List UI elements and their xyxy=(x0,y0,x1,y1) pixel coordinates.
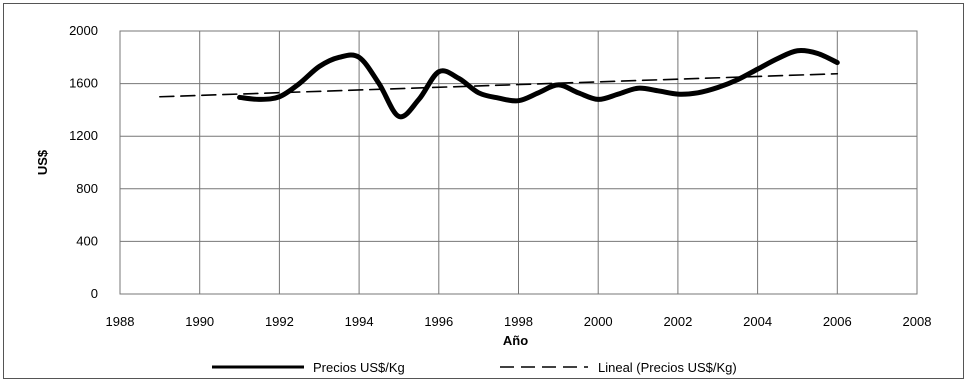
x-tick-label: 1990 xyxy=(185,314,214,329)
y-tick-label: 1600 xyxy=(69,76,98,91)
x-tick-label: 1992 xyxy=(265,314,294,329)
x-tick-label: 2006 xyxy=(823,314,852,329)
series-layer xyxy=(159,47,840,120)
y-tick-label: 0 xyxy=(91,286,98,301)
chart-frame: 0 400 800 1200 1600 2000 1988 1990 1992 1994 1996 1… xyxy=(3,3,964,379)
x-tick-label: 2004 xyxy=(743,314,772,329)
legend-label-lineal: Lineal (Precios US$/Kg) xyxy=(598,360,737,375)
x-axis-title: Año xyxy=(503,333,528,348)
y-tick-label: 2000 xyxy=(69,23,98,38)
x-tick-label: 2008 xyxy=(903,314,932,329)
y-tick-label: 1200 xyxy=(69,128,98,143)
x-tick-label: 2000 xyxy=(584,314,613,329)
y-tick-label: 800 xyxy=(76,181,98,196)
legend: Precios US$/Kg Lineal (Precios US$/Kg) xyxy=(212,360,737,375)
x-tick-label: 1998 xyxy=(504,314,533,329)
line-chart: 0 400 800 1200 1600 2000 1988 1990 1992 1994 1996 1… xyxy=(35,23,931,375)
y-tick-label: 400 xyxy=(76,233,98,248)
x-tick-label: 1994 xyxy=(345,314,374,329)
tick-labels: 0 400 800 1200 1600 2000 1988 1990 1992 1994 1996 1… xyxy=(69,23,931,329)
legend-label-precios: Precios US$/Kg xyxy=(313,360,405,375)
grid xyxy=(119,30,918,295)
x-tick-label: 1996 xyxy=(424,314,453,329)
series-line-0 xyxy=(237,47,840,120)
x-tick-label: 1988 xyxy=(106,314,135,329)
x-tick-label: 2002 xyxy=(663,314,692,329)
series-line-1 xyxy=(159,72,839,98)
y-axis-title: US$ xyxy=(35,149,50,175)
